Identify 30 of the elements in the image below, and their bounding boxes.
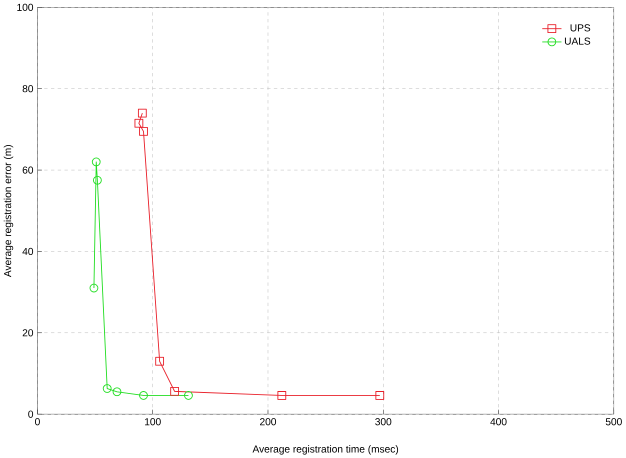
point <box>138 108 147 118</box>
point <box>92 157 101 166</box>
y-tick-label: 20 <box>22 329 34 336</box>
y-axis-title: Average registration error (m) <box>4 144 14 277</box>
y-tick-label: 80 <box>22 84 34 92</box>
point <box>277 390 286 400</box>
point <box>155 356 164 366</box>
legend-label: UPS <box>570 24 590 32</box>
point <box>102 384 112 393</box>
y-tick-label: 40 <box>22 248 34 255</box>
point <box>90 283 98 292</box>
point <box>134 118 144 128</box>
x-tick-label: 400 <box>490 418 507 426</box>
x-tick-label: 500 <box>606 418 622 426</box>
point <box>375 390 384 400</box>
point <box>92 176 102 184</box>
x-axis-title: Average registration time (msec) <box>252 444 398 454</box>
point <box>170 386 180 396</box>
point <box>184 390 193 400</box>
point <box>139 390 148 400</box>
x-tick-label: 100 <box>145 418 161 426</box>
point <box>112 387 122 396</box>
point <box>139 126 148 136</box>
x-tick-label: 300 <box>375 418 392 426</box>
y-tick-label: 0 <box>28 410 34 418</box>
legend-label: UALS <box>564 37 590 45</box>
x-tick-label: 0 <box>35 418 40 426</box>
x-tick-label: 200 <box>260 418 276 426</box>
y-tick-label: 100 <box>17 4 34 11</box>
y-tick-label: 60 <box>22 166 34 174</box>
